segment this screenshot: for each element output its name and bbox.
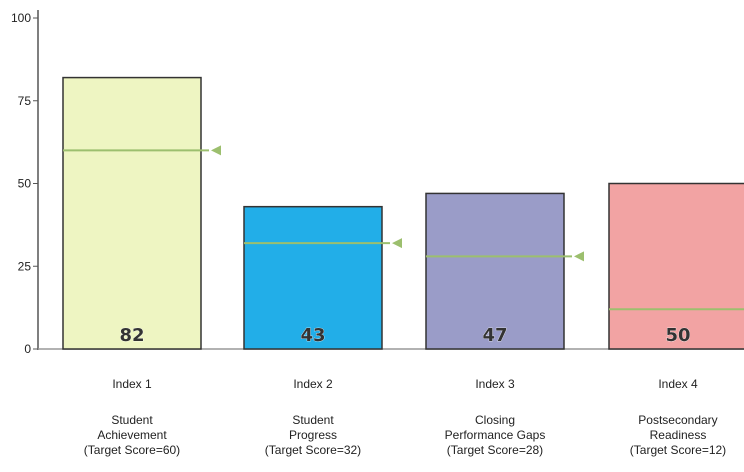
- y-tick-label: 0: [24, 342, 31, 356]
- category-index-label: Index 3: [475, 377, 515, 391]
- bar: [62, 76, 202, 350]
- bar-value-label: 47: [482, 325, 507, 346]
- category-name-label: Closing: [475, 413, 515, 427]
- bar-value-label: 43: [300, 325, 325, 346]
- category-target-label: (Target Score=60): [84, 443, 180, 457]
- category-name-label: Readiness: [650, 428, 707, 442]
- target-marker: [211, 145, 221, 156]
- bar: [425, 192, 565, 350]
- target-marker: [574, 251, 584, 262]
- category-name-label: Performance Gaps: [445, 428, 546, 442]
- target-marker: [392, 238, 402, 249]
- category-target-label: (Target Score=12): [630, 443, 726, 457]
- y-tick-label: 25: [18, 259, 32, 273]
- y-tick-label: 100: [11, 11, 31, 25]
- category-name-label: Achievement: [97, 428, 167, 442]
- category-name-label: Student: [111, 413, 153, 427]
- bar: [243, 205, 383, 350]
- category-index-label: Index 4: [658, 377, 698, 391]
- y-tick-label: 50: [18, 177, 32, 191]
- bar: [608, 182, 744, 350]
- category-name-label: Progress: [289, 428, 337, 442]
- category-index-label: Index 2: [293, 377, 333, 391]
- y-tick-label: 75: [18, 94, 32, 108]
- bar-value-label: 50: [665, 325, 690, 346]
- category-name-label: Student: [292, 413, 334, 427]
- category-index-label: Index 1: [112, 377, 152, 391]
- category-target-label: (Target Score=28): [447, 443, 543, 457]
- bars-group: 82 43 47 50: [62, 76, 744, 350]
- category-name-label: Postsecondary: [638, 413, 717, 427]
- bar-value-label: 82: [119, 325, 144, 346]
- category-target-label: (Target Score=32): [265, 443, 361, 457]
- y-axis-ticks: 0 25 50 75 100: [11, 11, 38, 356]
- target-markers-group: [63, 145, 744, 311]
